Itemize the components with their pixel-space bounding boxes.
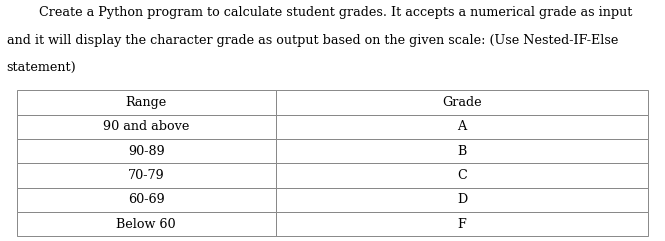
Text: and it will display the character grade as output based on the given scale: (Use: and it will display the character grade …: [7, 34, 618, 47]
Text: 70-79: 70-79: [128, 169, 165, 182]
Text: B: B: [458, 145, 467, 158]
Bar: [276, 212, 648, 236]
Bar: [17, 90, 276, 115]
Text: A: A: [458, 120, 467, 133]
Text: F: F: [458, 218, 467, 231]
Text: 90-89: 90-89: [128, 145, 165, 158]
Text: 60-69: 60-69: [128, 193, 165, 206]
Bar: [276, 115, 648, 139]
Bar: [276, 163, 648, 187]
Text: 90 and above: 90 and above: [103, 120, 190, 133]
Text: Create a Python program to calculate student grades. It accepts a numerical grad: Create a Python program to calculate stu…: [7, 6, 632, 19]
Text: Below 60: Below 60: [116, 218, 176, 231]
Text: C: C: [458, 169, 467, 182]
Bar: [17, 163, 276, 187]
Bar: [276, 187, 648, 212]
Text: D: D: [457, 193, 467, 206]
Text: statement): statement): [7, 61, 76, 74]
Bar: [17, 187, 276, 212]
Bar: [276, 139, 648, 163]
Text: Grade: Grade: [442, 96, 482, 109]
Bar: [17, 212, 276, 236]
Bar: [17, 139, 276, 163]
Bar: [276, 90, 648, 115]
Text: Range: Range: [126, 96, 167, 109]
Bar: [17, 115, 276, 139]
